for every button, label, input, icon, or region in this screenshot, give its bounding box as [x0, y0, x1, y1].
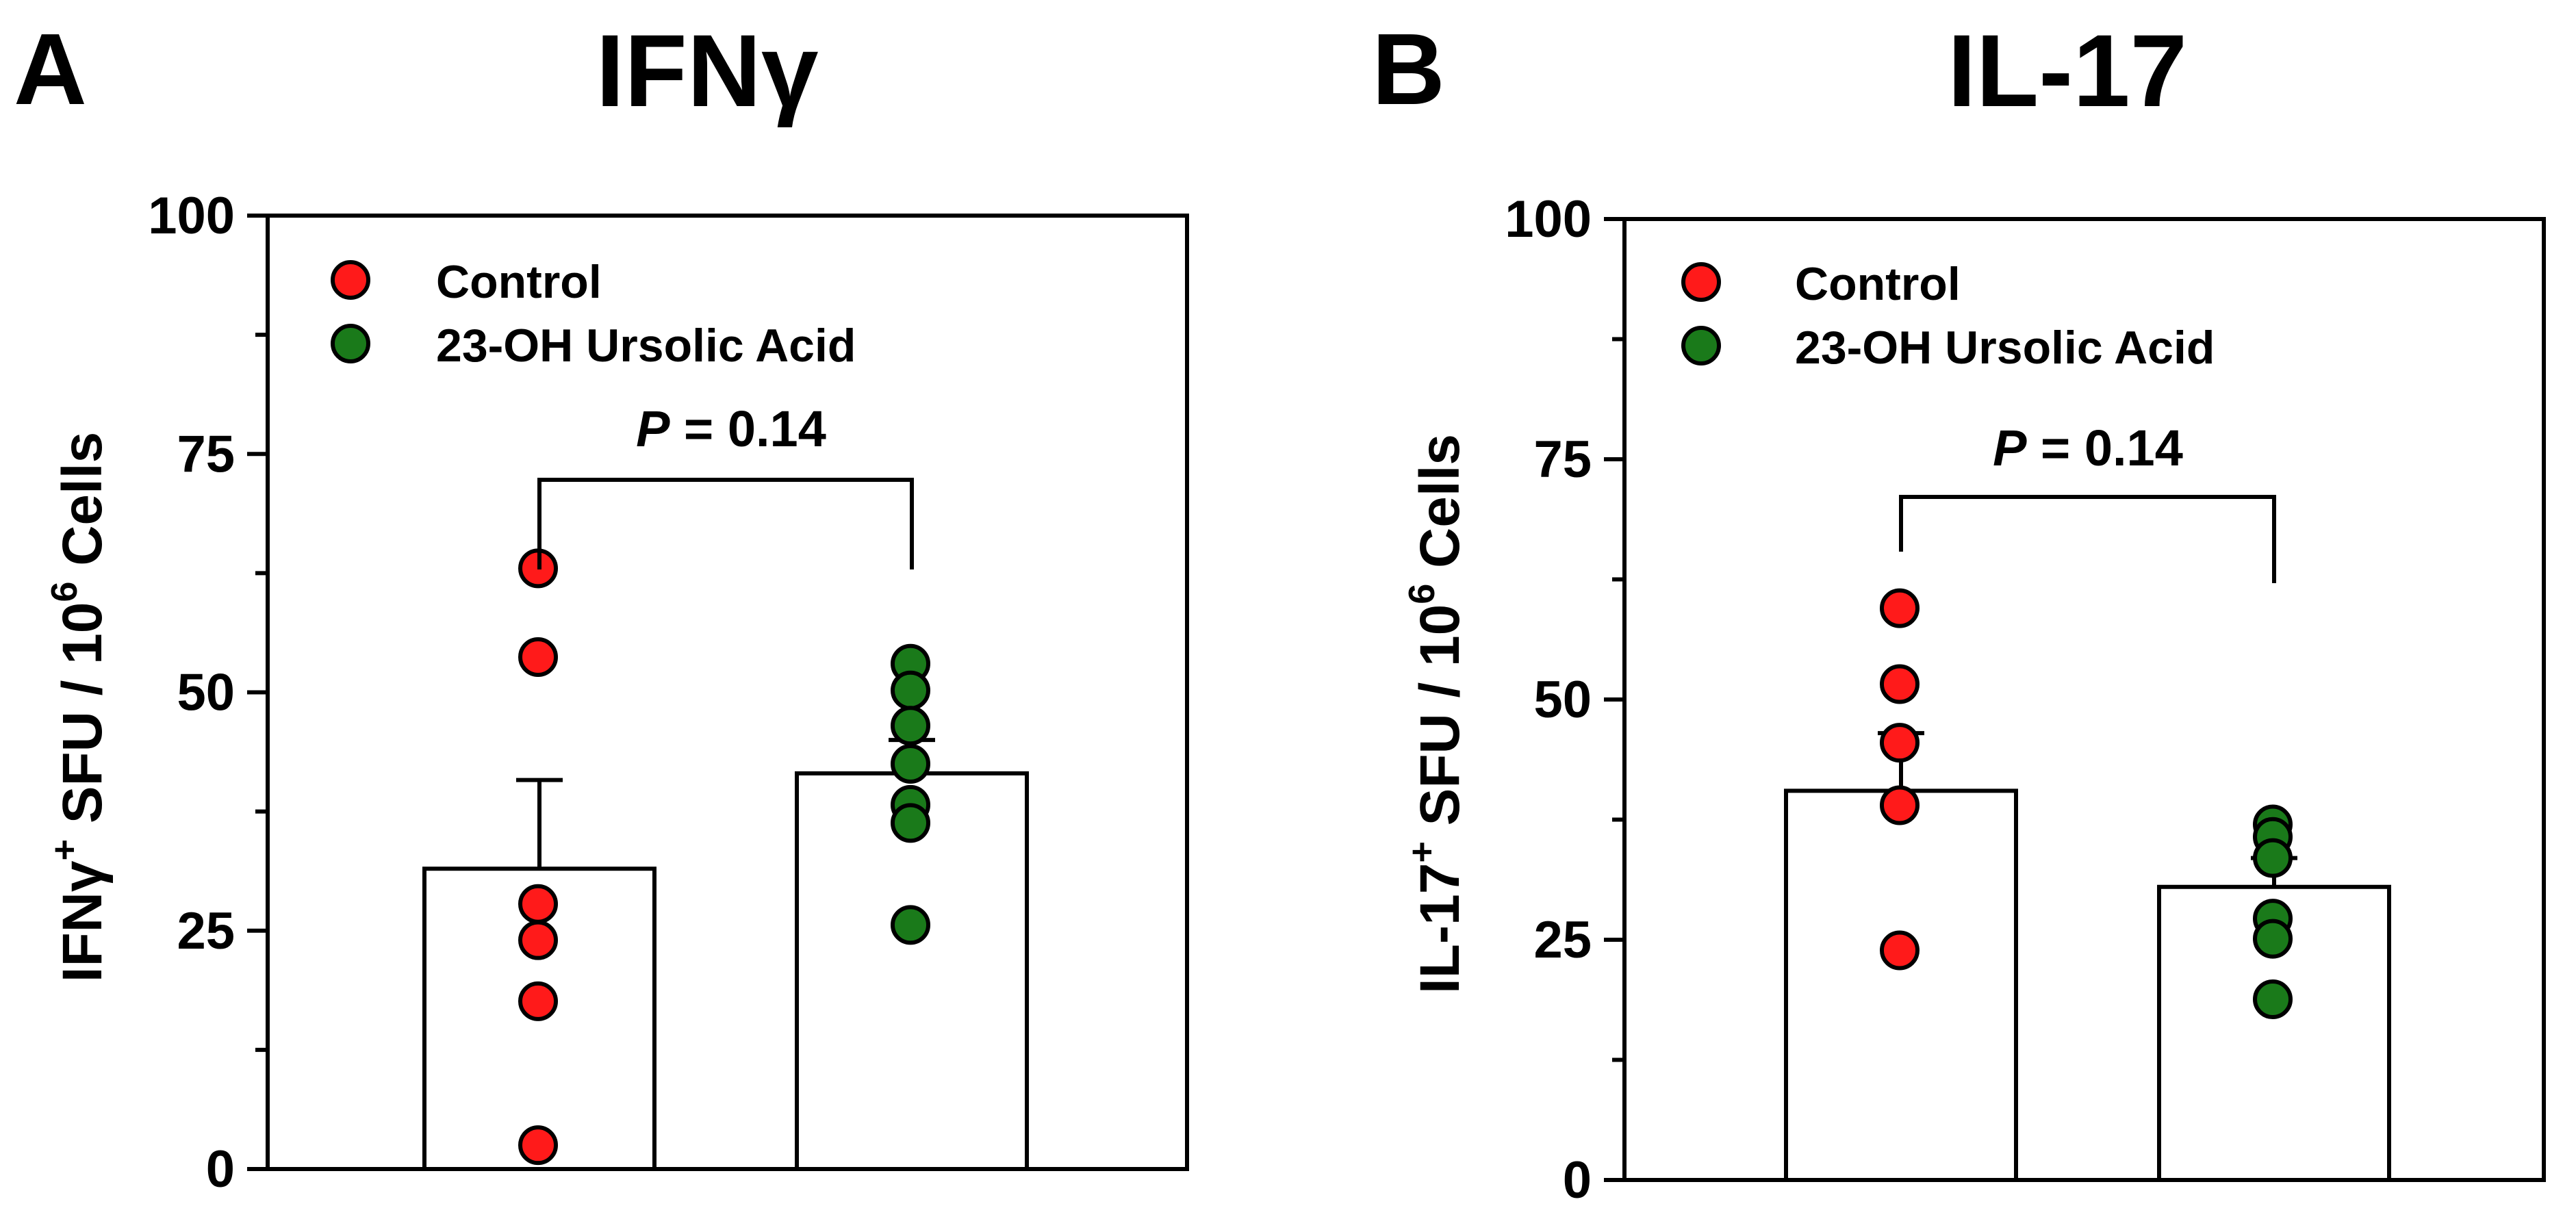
panel-b: B IL-17 IL-17+ SFU / 106 Cells 0 25 50 75 10… — [1372, 13, 2546, 1209]
panel-a-point-treatment — [891, 743, 930, 784]
panel-a-point-treatment — [891, 670, 930, 710]
panel-a-point-treatment — [891, 706, 930, 746]
panel-a-legend-control-label: Control — [436, 256, 602, 308]
panel-a-point-treatment — [891, 905, 930, 945]
panel-b-point-control — [1880, 723, 1920, 763]
panel-a-y-axis: 0 25 50 75 100 — [148, 187, 268, 1198]
panel-a-legend-treatment-label: 23-OH Ursolic Acid — [436, 320, 856, 372]
panel-a-data-points — [518, 548, 930, 1166]
panel-b-point-treatment — [2253, 979, 2293, 1020]
y-tick-label: 0 — [1563, 1151, 1592, 1209]
panel-b-point-control — [1880, 785, 1920, 825]
panel-b-bar-control — [1784, 788, 2018, 1182]
panel-b-p-value: P = 0.14 — [1993, 420, 2183, 476]
panel-a-title: IFNγ — [596, 13, 818, 128]
panel-a-significance-bracket — [537, 478, 914, 569]
panel-a-point-treatment — [891, 803, 930, 843]
panel-a-legend-control-marker — [331, 260, 370, 300]
panel-b-title: IL-17 — [1948, 13, 2187, 128]
y-tick-label: 75 — [177, 425, 235, 483]
panel-b-point-control — [1880, 588, 1920, 628]
panel-b-legend-treatment-marker — [1681, 326, 1721, 365]
panel-b-significance-bracket — [1899, 495, 2276, 583]
panel-a-point-control — [518, 1125, 558, 1166]
panel-b-legend-control-marker — [1681, 262, 1721, 302]
panel-b-bars — [1784, 788, 2391, 1183]
panel-a-point-control — [518, 884, 558, 924]
y-tick-label: 50 — [177, 664, 235, 722]
y-tick-label: 100 — [148, 187, 235, 245]
panel-a-bars — [422, 771, 1029, 1171]
panel-a-legend-treatment-marker — [331, 324, 370, 363]
panel-b-point-control — [1880, 930, 1920, 971]
y-tick-label: 100 — [1505, 190, 1592, 248]
panel-a-point-control — [518, 981, 558, 1021]
panel-a-p-value: P = 0.14 — [636, 400, 826, 457]
panel-letter-b: B — [1372, 13, 1445, 126]
panel-b-y-axis: 0 25 50 75 100 — [1505, 190, 1624, 1209]
y-tick-label: 25 — [177, 902, 235, 960]
panel-a-point-control — [518, 637, 558, 677]
panel-a-y-axis-label: IFNγ+ SFU / 106 Cells — [44, 432, 114, 982]
panel-b-legend-treatment-label: 23-OH Ursolic Acid — [1795, 322, 2215, 374]
y-tick-label: 25 — [1533, 911, 1592, 969]
panel-a-point-control — [518, 920, 558, 960]
panel-a: A IFNγ IFNγ+ SFU / 106 Cells 0255075100 … — [14, 13, 1189, 1198]
panel-b-point-control — [1880, 664, 1920, 704]
panel-b-y-axis-label: IL-17+ SFU / 106 Cells — [1401, 434, 1471, 994]
y-tick-label: 50 — [1533, 671, 1592, 729]
panel-letter-a: A — [14, 13, 87, 126]
panel-b-legend-control-label: Control — [1795, 258, 1961, 310]
y-tick-label: 0 — [206, 1140, 235, 1198]
panel-b-data-points — [1880, 588, 2293, 1020]
y-tick-label: 75 — [1533, 431, 1592, 489]
panel-b-point-treatment — [2253, 838, 2293, 878]
panel-b-point-treatment — [2253, 919, 2293, 959]
